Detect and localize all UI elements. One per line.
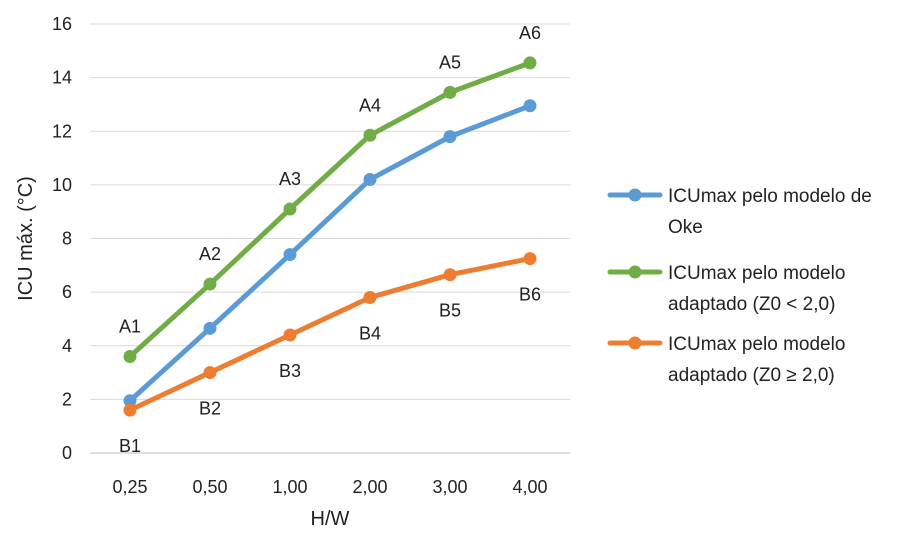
y-axis-ticks: 0 2 4 6 8 10 12 14 16 (52, 14, 72, 463)
series-line (127, 103, 533, 404)
point-label: B6 (519, 285, 541, 305)
series-group (123, 56, 537, 417)
data-point (523, 252, 537, 266)
gridlines (90, 23, 570, 454)
y-tick-label: 12 (52, 121, 72, 141)
point-label: B1 (119, 436, 141, 456)
y-axis-title: ICU máx. (°C) (15, 176, 37, 301)
legend-label: adaptado (Z0 ≥ 2,0) (668, 365, 835, 386)
x-axis-title: H/W (311, 508, 350, 530)
legend-label: ICUmax pelo modelo (668, 334, 845, 355)
y-tick-label: 4 (62, 336, 72, 356)
data-point (123, 394, 137, 408)
y-tick-label: 10 (52, 175, 72, 195)
x-tick-label: 2,00 (352, 477, 387, 497)
y-tick-label: 0 (62, 443, 72, 463)
data-point (523, 99, 537, 113)
y-tick-label: 8 (62, 229, 72, 249)
data-point (363, 173, 377, 187)
legend-label: ICUmax pelo modelo de (668, 186, 872, 207)
x-tick-label: 1,00 (272, 477, 307, 497)
point-label: B2 (199, 399, 221, 419)
data-point (203, 277, 217, 291)
data-point (283, 202, 297, 216)
point-label: A1 (119, 316, 141, 336)
legend-label: Oke (668, 217, 703, 238)
data-point (203, 366, 217, 380)
series-line (127, 256, 533, 413)
data-point (283, 248, 297, 262)
data-point (203, 321, 217, 335)
data-point (123, 349, 137, 363)
series-line (127, 60, 533, 359)
legend-swatch-marker (628, 188, 642, 202)
y-tick-label: 14 (52, 68, 72, 88)
y-tick-label: 2 (62, 389, 72, 409)
data-point (123, 403, 137, 417)
legend-label: ICUmax pelo modelo (668, 263, 845, 284)
point-label: A3 (279, 169, 301, 189)
y-tick-label: 16 (52, 14, 72, 34)
x-tick-label: 3,00 (432, 477, 467, 497)
point-label: A5 (439, 52, 461, 72)
x-tick-label: 0,25 (112, 477, 147, 497)
data-point (443, 268, 457, 282)
data-point (443, 85, 457, 99)
point-label: B5 (439, 301, 461, 321)
legend-label: adaptado (Z0 < 2,0) (668, 294, 835, 315)
data-point (363, 128, 377, 142)
y-tick-label: 6 (62, 282, 72, 302)
legend-swatch-marker (628, 336, 642, 350)
legend-swatch-marker (628, 265, 642, 279)
data-point (283, 328, 297, 342)
data-point (363, 290, 377, 304)
point-label: A6 (519, 23, 541, 43)
x-axis-ticks: 0,25 0,50 1,00 2,00 3,00 4,00 (112, 477, 547, 497)
point-label: B3 (279, 361, 301, 381)
point-label: A2 (199, 244, 221, 264)
legend: ICUmax pelo modelo de Oke ICUmax pelo mode… (607, 186, 872, 386)
point-label: B4 (359, 323, 381, 343)
x-tick-label: 0,50 (192, 477, 227, 497)
point-label: A4 (359, 95, 381, 115)
x-tick-label: 4,00 (512, 477, 547, 497)
data-point (523, 56, 537, 70)
point-labels: A1 A2 A3 A4 A5 A6 B1 B2 B3 B4 B5 B6 (119, 23, 541, 456)
data-point (443, 130, 457, 144)
